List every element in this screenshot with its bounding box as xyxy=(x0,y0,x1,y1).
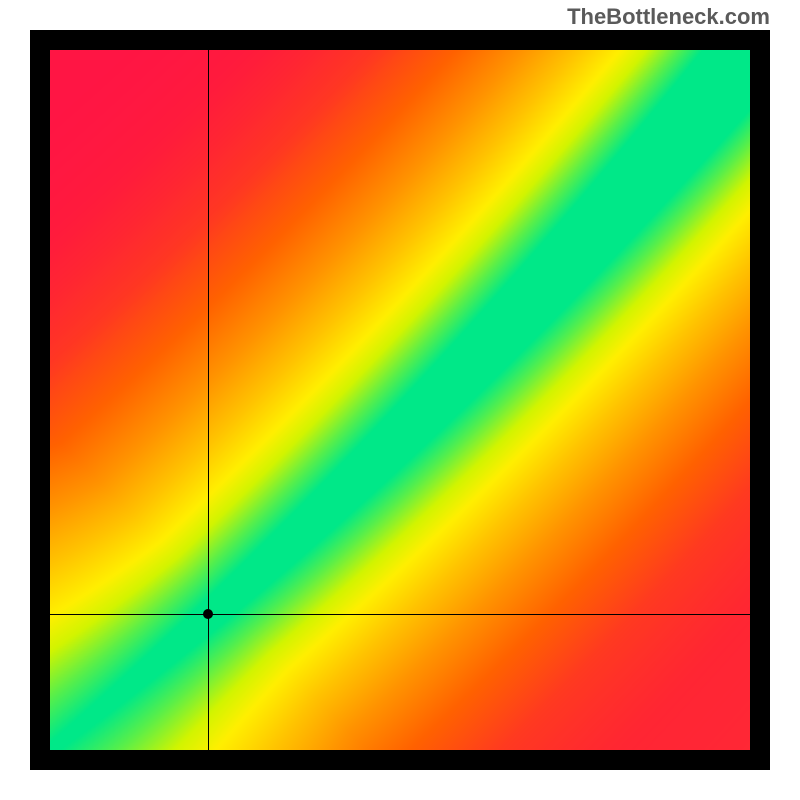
selection-marker xyxy=(203,609,213,619)
watermark-text: TheBottleneck.com xyxy=(567,4,770,30)
figure-container: TheBottleneck.com xyxy=(0,0,800,800)
plot-black-frame xyxy=(30,30,770,770)
heatmap-canvas xyxy=(50,50,750,750)
crosshair-vertical xyxy=(208,50,209,750)
heatmap-plot xyxy=(50,50,750,750)
crosshair-horizontal xyxy=(50,614,750,615)
